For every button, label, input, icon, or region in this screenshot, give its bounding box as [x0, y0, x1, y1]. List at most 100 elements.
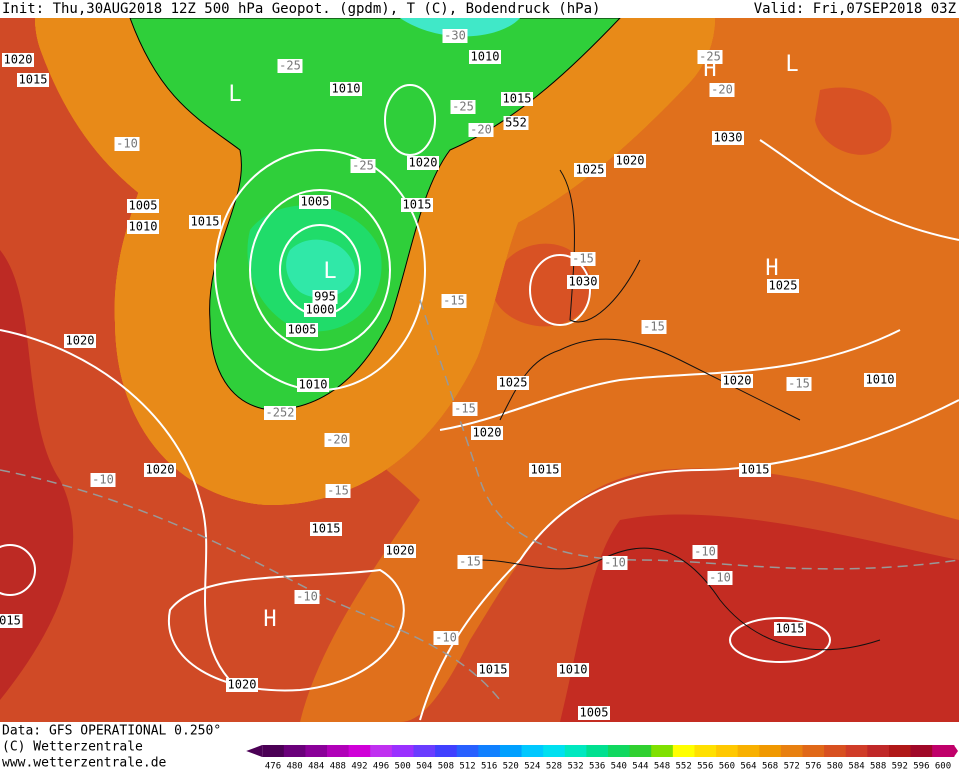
colorbar-label: 488	[330, 762, 346, 770]
isobar-label: 1015	[403, 198, 432, 212]
label-box	[497, 376, 529, 390]
temperature-label: -252	[266, 406, 295, 420]
colorbar-label: 508	[438, 762, 454, 770]
temperature-label: -20	[326, 433, 348, 447]
colorbar-label: 592	[892, 762, 908, 770]
isobar-label: 1020	[386, 544, 415, 558]
isobar-label: 1005	[301, 195, 330, 209]
colorbar-label: 584	[848, 762, 864, 770]
label-box	[692, 545, 718, 559]
label-box	[114, 137, 140, 151]
label-box	[452, 402, 478, 416]
label-box	[614, 154, 646, 168]
header-title: Init: Thu,30AUG2018 12Z 500 hPa Geopot. …	[2, 1, 600, 17]
colorbar-swatch	[759, 745, 782, 757]
colorbar-swatch	[824, 745, 847, 757]
isobar-label: 1030	[714, 131, 743, 145]
temperature-label: -10	[709, 571, 731, 585]
label-box	[529, 463, 561, 477]
label-box	[864, 373, 896, 387]
colorbar-swatch	[499, 745, 523, 757]
label-box	[144, 463, 176, 477]
label-box	[469, 50, 501, 64]
label-box	[641, 320, 667, 334]
colorbar-label: 576	[805, 762, 821, 770]
temperature-label: -15	[643, 320, 665, 334]
label-box	[786, 377, 812, 391]
temperature-label: -10	[694, 545, 716, 559]
temperature-label: -15	[327, 484, 349, 498]
label-box	[441, 294, 467, 308]
colorbar-swatch	[867, 745, 890, 757]
colorbar-label: 480	[286, 762, 302, 770]
temperature-label: -10	[435, 631, 457, 645]
label-box	[310, 522, 342, 536]
footer-data: Data: GFS OPERATIONAL 0.250°	[2, 724, 221, 739]
isobar-label: 1015	[776, 622, 805, 636]
isobar-label: 1010	[332, 82, 361, 96]
label-box	[312, 290, 338, 304]
isobar-label: 1020	[409, 156, 438, 170]
temperature-label: -15	[459, 555, 481, 569]
isobar-label: 1005	[580, 706, 609, 720]
temperature-label: -25	[279, 59, 301, 73]
label-box	[433, 631, 459, 645]
colorbar-label: 564	[740, 762, 756, 770]
colorbar-swatch	[456, 745, 479, 757]
temperature-label: -20	[470, 123, 492, 137]
isobar-label: 1020	[723, 374, 752, 388]
isobar-label: 1020	[616, 154, 645, 168]
colorbar-swatch	[672, 745, 695, 757]
colorbar-swatch	[910, 745, 933, 757]
temperature-label: -10	[296, 590, 318, 604]
temperature-label: -15	[788, 377, 810, 391]
colorbar-swatch	[564, 745, 587, 757]
isobar-label: 1010	[866, 373, 895, 387]
colorbar-swatch	[413, 745, 436, 757]
isobar-label: 1020	[228, 678, 257, 692]
label-box	[442, 29, 468, 43]
temperature-label: -20	[711, 83, 733, 97]
colorbar-label: 504	[416, 762, 432, 770]
colorbar-swatch	[348, 745, 371, 757]
colorbar-label: 556	[697, 762, 713, 770]
label-box	[712, 131, 744, 145]
header-valid: Valid: Fri,07SEP2018 03Z	[754, 1, 956, 17]
colorbar-swatch	[586, 745, 609, 757]
label-box	[503, 116, 529, 130]
colorbar: 476 480 484 488 492 496 500 504 508 512 516 520 524 5…	[246, 745, 958, 770]
isobar-label: 1020	[146, 463, 175, 477]
label-box	[697, 50, 723, 64]
temperature-label: -15	[443, 294, 465, 308]
label-box	[767, 279, 799, 293]
label-box	[774, 622, 806, 636]
label-box	[226, 678, 258, 692]
label-box	[324, 433, 350, 447]
label-box	[450, 100, 476, 114]
label-box	[501, 92, 533, 106]
colorbar-swatch	[845, 745, 868, 757]
colorbar-swatch	[716, 745, 739, 757]
colorbar-swatch	[932, 745, 955, 757]
colorbar-label: 536	[589, 762, 605, 770]
isobar-label: 1015	[312, 522, 341, 536]
temperature-label: -10	[604, 556, 626, 570]
label-box	[325, 484, 351, 498]
colorbar-swatch	[888, 745, 912, 757]
colorbar-swatch	[694, 745, 717, 757]
colorbar-label: 580	[827, 762, 843, 770]
colorbar-label: 484	[308, 762, 324, 770]
temperature-label: -30	[444, 29, 466, 43]
isobar-label: 1005	[129, 199, 158, 213]
isobar-label: 1005	[288, 323, 317, 337]
colorbar-swatch	[327, 745, 350, 757]
label-box	[127, 199, 159, 213]
colorbar-label: 572	[784, 762, 800, 770]
colorbar-end	[246, 745, 263, 757]
colorbar-label: 500	[395, 762, 411, 770]
colorbar-label: 560	[719, 762, 735, 770]
label-box	[189, 215, 221, 229]
isobar-label: 1010	[471, 50, 500, 64]
label-box	[384, 544, 416, 558]
colorbar-label: 552	[676, 762, 692, 770]
